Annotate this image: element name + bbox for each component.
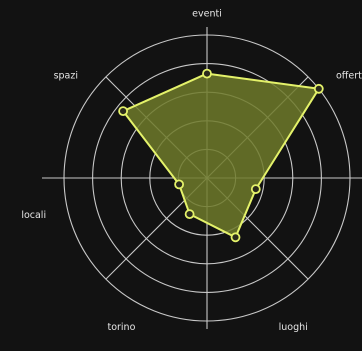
axis-label-eventi: eventi: [192, 9, 222, 20]
radar-series: [118, 68, 324, 243]
axis-label-torino: torino: [107, 322, 135, 333]
axis-labels: eventioffertazoneluoghitorinolocalispazi: [21, 9, 362, 334]
data-point-offerta: [313, 83, 324, 94]
axis-label-locali: locali: [21, 210, 46, 221]
axis-label-spazi: spazi: [54, 71, 78, 82]
data-point-locali: [174, 179, 185, 190]
data-point-torino: [184, 209, 195, 220]
axis-label-luoghi: luoghi: [279, 322, 308, 333]
data-point-luoghi: [230, 232, 241, 243]
data-point-eventi: [202, 68, 212, 79]
data-point-spazi: [118, 106, 128, 116]
series-area: [122, 72, 320, 239]
axis-label-offerta: offerta: [336, 71, 362, 82]
data-point-zone: [250, 184, 261, 195]
